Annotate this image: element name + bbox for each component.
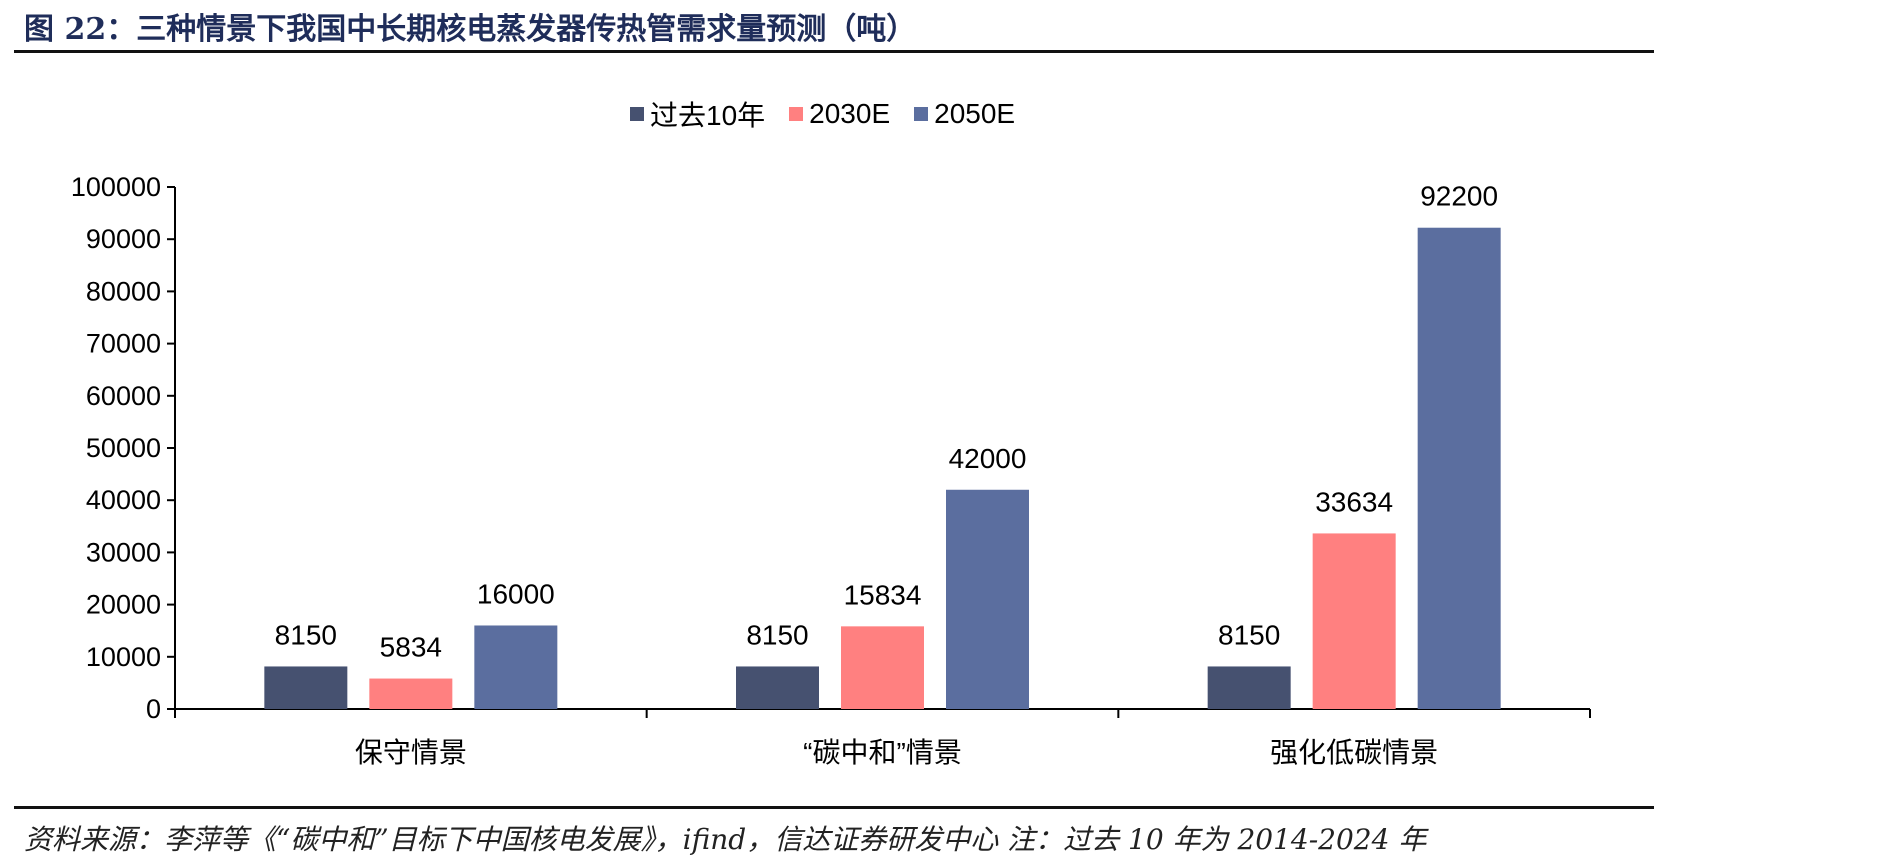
- y-tick-label-6: 60000: [86, 381, 161, 411]
- data-label-2-0: 8150: [1218, 619, 1280, 650]
- y-tick-label-5: 50000: [86, 433, 161, 463]
- legend-item-2: 2050E: [914, 98, 1015, 130]
- data-label-1-1: 15834: [844, 579, 922, 610]
- bar-2-2: [1417, 227, 1501, 709]
- y-tick-label-10: 100000: [71, 172, 161, 202]
- legend: 过去10年 2030E 2050E: [630, 94, 1015, 134]
- bar-1-1: [841, 626, 924, 709]
- legend-swatch-1: [789, 107, 804, 121]
- data-label-2-1: 33634: [1315, 486, 1393, 517]
- data-label-1-0: 8150: [746, 619, 808, 650]
- bar-1-0: [736, 666, 819, 709]
- legend-swatch-0: [630, 107, 644, 121]
- data-label-2-2: 92200: [1420, 181, 1498, 212]
- legend-label-2: 2050E: [934, 98, 1016, 129]
- y-tick-label-0: 0: [146, 694, 161, 724]
- bar-0-2: [474, 625, 558, 709]
- legend-label-0: 过去10年: [650, 100, 766, 131]
- data-label-0-2: 16000: [477, 578, 555, 609]
- x-tick-label-1: “碳中和”情景: [803, 737, 962, 768]
- y-tick-label-1: 10000: [86, 642, 161, 672]
- x-tick-label-0: 保守情景: [355, 737, 467, 768]
- title-rule: [14, 50, 1654, 53]
- bar-2-0: [1207, 666, 1291, 709]
- data-label-0-0: 8150: [275, 619, 337, 650]
- source-note: 资料来源：李萍等《“碳中和”目标下中国核电发展》，ifind，信达证券研发中心 …: [24, 823, 1427, 856]
- footer-rule: [14, 806, 1654, 809]
- legend-label-1: 2030E: [809, 98, 891, 129]
- bar-1-2: [946, 489, 1029, 709]
- x-tick-label-2: 强化低碳情景: [1270, 737, 1438, 768]
- y-tick-label-3: 30000: [86, 537, 161, 567]
- bar-0-1: [369, 678, 453, 709]
- y-tick-label-8: 80000: [86, 276, 161, 306]
- legend-item-1: 2030E: [789, 98, 890, 130]
- chart-title: 图 22：三种情景下我国中长期核电蒸发器传热管需求量预测（吨）: [24, 12, 917, 47]
- bar-0-0: [264, 666, 348, 709]
- data-label-0-1: 5834: [380, 632, 442, 663]
- legend-swatch-2: [914, 107, 929, 121]
- y-tick-label-4: 40000: [86, 485, 161, 515]
- legend-item-0: 过去10年: [630, 94, 765, 134]
- data-label-1-2: 42000: [949, 443, 1027, 474]
- y-tick-label-2: 20000: [86, 590, 161, 620]
- y-tick-label-9: 90000: [86, 224, 161, 254]
- bar-2-1: [1312, 533, 1396, 709]
- y-tick-label-7: 70000: [86, 329, 161, 359]
